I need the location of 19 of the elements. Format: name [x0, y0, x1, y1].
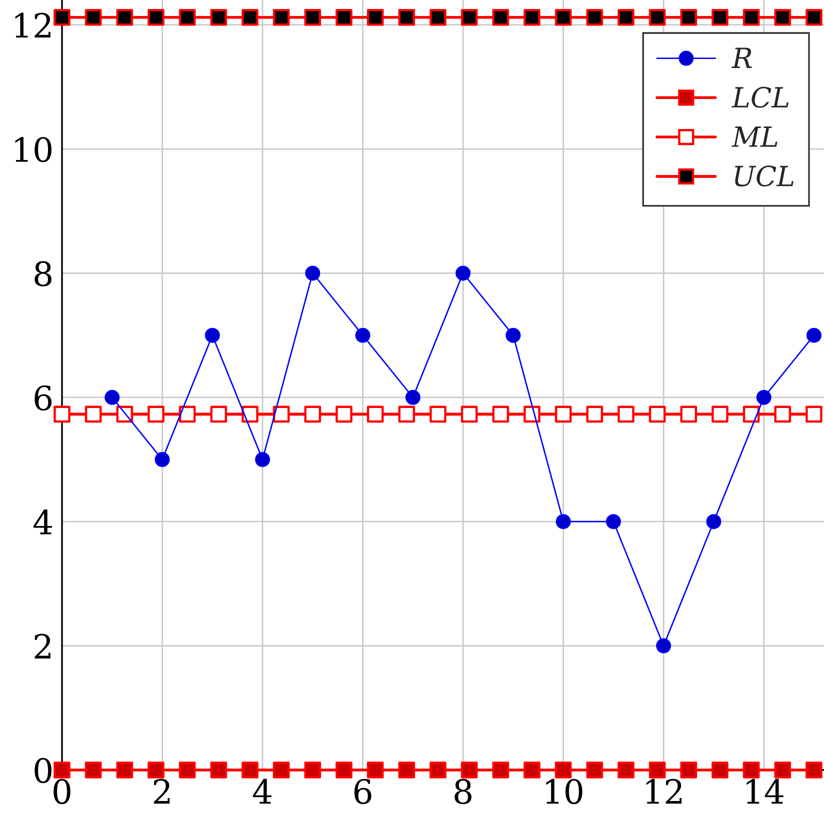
legend-label: R	[732, 48, 752, 68]
legend-label: ML	[732, 126, 778, 147]
y-tick-label: 6	[34, 385, 52, 411]
x-tick-label: 6	[354, 778, 372, 804]
legend-label: LCL	[732, 86, 789, 108]
y-tick-label: 12	[15, 12, 50, 38]
y-tick-label: 4	[33, 510, 52, 534]
y-tick-label: 10	[15, 136, 52, 162]
y-tick-label: 2	[34, 634, 50, 658]
y-tick-label: 0	[34, 758, 52, 784]
x-tick-label: 10	[546, 778, 582, 804]
x-tick-label: 0	[54, 778, 70, 804]
x-tick-label: 4	[252, 778, 272, 804]
legend-label: UCL	[735, 166, 794, 187]
x-tick-label: 14	[746, 778, 784, 804]
x-tick-label: 8	[454, 778, 472, 804]
y-tick-label: 8	[34, 261, 52, 286]
x-tick-label: 12	[646, 778, 682, 804]
x-tick-label: 2	[154, 778, 170, 804]
